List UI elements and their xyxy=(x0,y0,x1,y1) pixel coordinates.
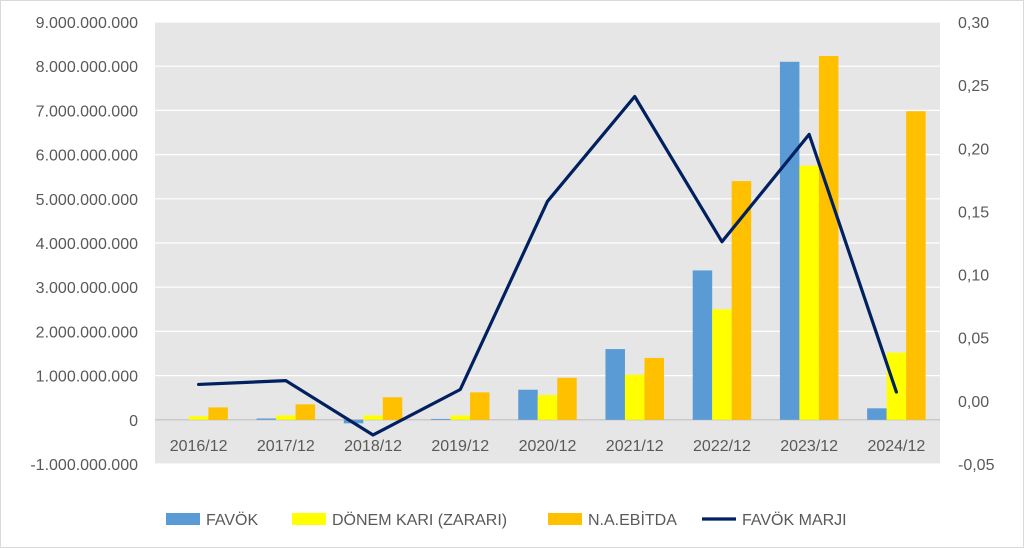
bar xyxy=(276,415,296,420)
legend-label: FAVÖK xyxy=(206,511,258,529)
legend: FAVÖK DÖNEM KARI (ZARARI) N.A.EBİTDA FAVÖK … xyxy=(166,510,847,529)
legend-swatch xyxy=(548,513,582,525)
category-tick-label: 2019/12 xyxy=(431,438,489,455)
legend-label: FAVÖK MARJI xyxy=(742,511,847,529)
legend-swatch xyxy=(166,513,200,525)
bar xyxy=(712,309,732,420)
category-tick-label: 2018/12 xyxy=(344,438,402,455)
bar xyxy=(363,415,383,420)
legend-label: N.A.EBİTDA xyxy=(588,510,677,529)
right-tick-label: 0,20 xyxy=(958,141,989,158)
left-tick-label: 8.000.000.000 xyxy=(36,59,138,76)
bar xyxy=(256,418,277,420)
right-tick-label: 0,25 xyxy=(958,78,989,95)
bar xyxy=(867,408,887,420)
line-series-path xyxy=(197,94,898,437)
bar xyxy=(605,349,625,420)
bar xyxy=(537,395,558,420)
bar xyxy=(818,56,839,420)
right-axis: -0,05 0,00 0,05 0,10 0,15 0,20 0,25 0,30 xyxy=(958,15,995,474)
bar xyxy=(886,352,907,420)
right-tick-label: 0,05 xyxy=(958,331,989,348)
left-tick-label: 6.000.000.000 xyxy=(36,148,138,165)
bar xyxy=(906,111,926,420)
right-tick-label: 0,10 xyxy=(958,268,989,285)
category-tick-label: 2024/12 xyxy=(867,438,925,455)
left-tick-label: -1.000.000.000 xyxy=(30,457,138,474)
left-tick-label: 3.000.000.000 xyxy=(36,280,138,297)
left-tick-label: 0 xyxy=(129,413,138,430)
bar xyxy=(624,374,645,420)
bar xyxy=(731,181,752,420)
category-tick-label: 2016/12 xyxy=(170,438,228,455)
left-tick-label: 4.000.000.000 xyxy=(36,236,138,253)
bar xyxy=(799,165,819,420)
line-series xyxy=(197,94,898,437)
left-tick-label: 2.000.000.000 xyxy=(36,324,138,341)
left-tick-label: 7.000.000.000 xyxy=(36,103,138,120)
left-tick-label: 1.000.000.000 xyxy=(36,369,138,386)
category-tick-label: 2017/12 xyxy=(257,438,315,455)
bar xyxy=(431,418,451,420)
bar xyxy=(644,357,664,420)
right-tick-label: 0,00 xyxy=(958,394,989,411)
bar xyxy=(470,392,490,420)
bar xyxy=(188,416,209,420)
bar xyxy=(692,270,713,420)
legend-label: DÖNEM KARI (ZARARI) xyxy=(332,511,507,529)
category-tick-label: 2020/12 xyxy=(519,438,577,455)
category-axis: 2016/12 2017/12 2018/12 2019/12 2020/12 2021/… xyxy=(170,438,926,455)
category-tick-label: 2022/12 xyxy=(693,438,751,455)
right-tick-label: -0,05 xyxy=(958,457,995,474)
bar xyxy=(208,407,228,420)
left-tick-label: 5.000.000.000 xyxy=(36,192,138,209)
bar xyxy=(450,415,471,420)
left-axis: -1.000.000.000 0 1.000.000.000 2.000.000.00… xyxy=(30,15,138,474)
bar xyxy=(382,397,403,420)
bar xyxy=(779,61,800,420)
category-tick-label: 2023/12 xyxy=(780,438,838,455)
bar xyxy=(518,389,538,420)
right-tick-label: 0,30 xyxy=(958,15,989,32)
bar xyxy=(295,404,316,420)
left-tick-label: 9.000.000.000 xyxy=(36,15,138,32)
bars xyxy=(188,56,926,424)
category-tick-label: 2021/12 xyxy=(606,438,664,455)
right-tick-label: 0,15 xyxy=(958,204,989,221)
legend-swatch xyxy=(292,513,326,525)
bar xyxy=(557,377,577,420)
